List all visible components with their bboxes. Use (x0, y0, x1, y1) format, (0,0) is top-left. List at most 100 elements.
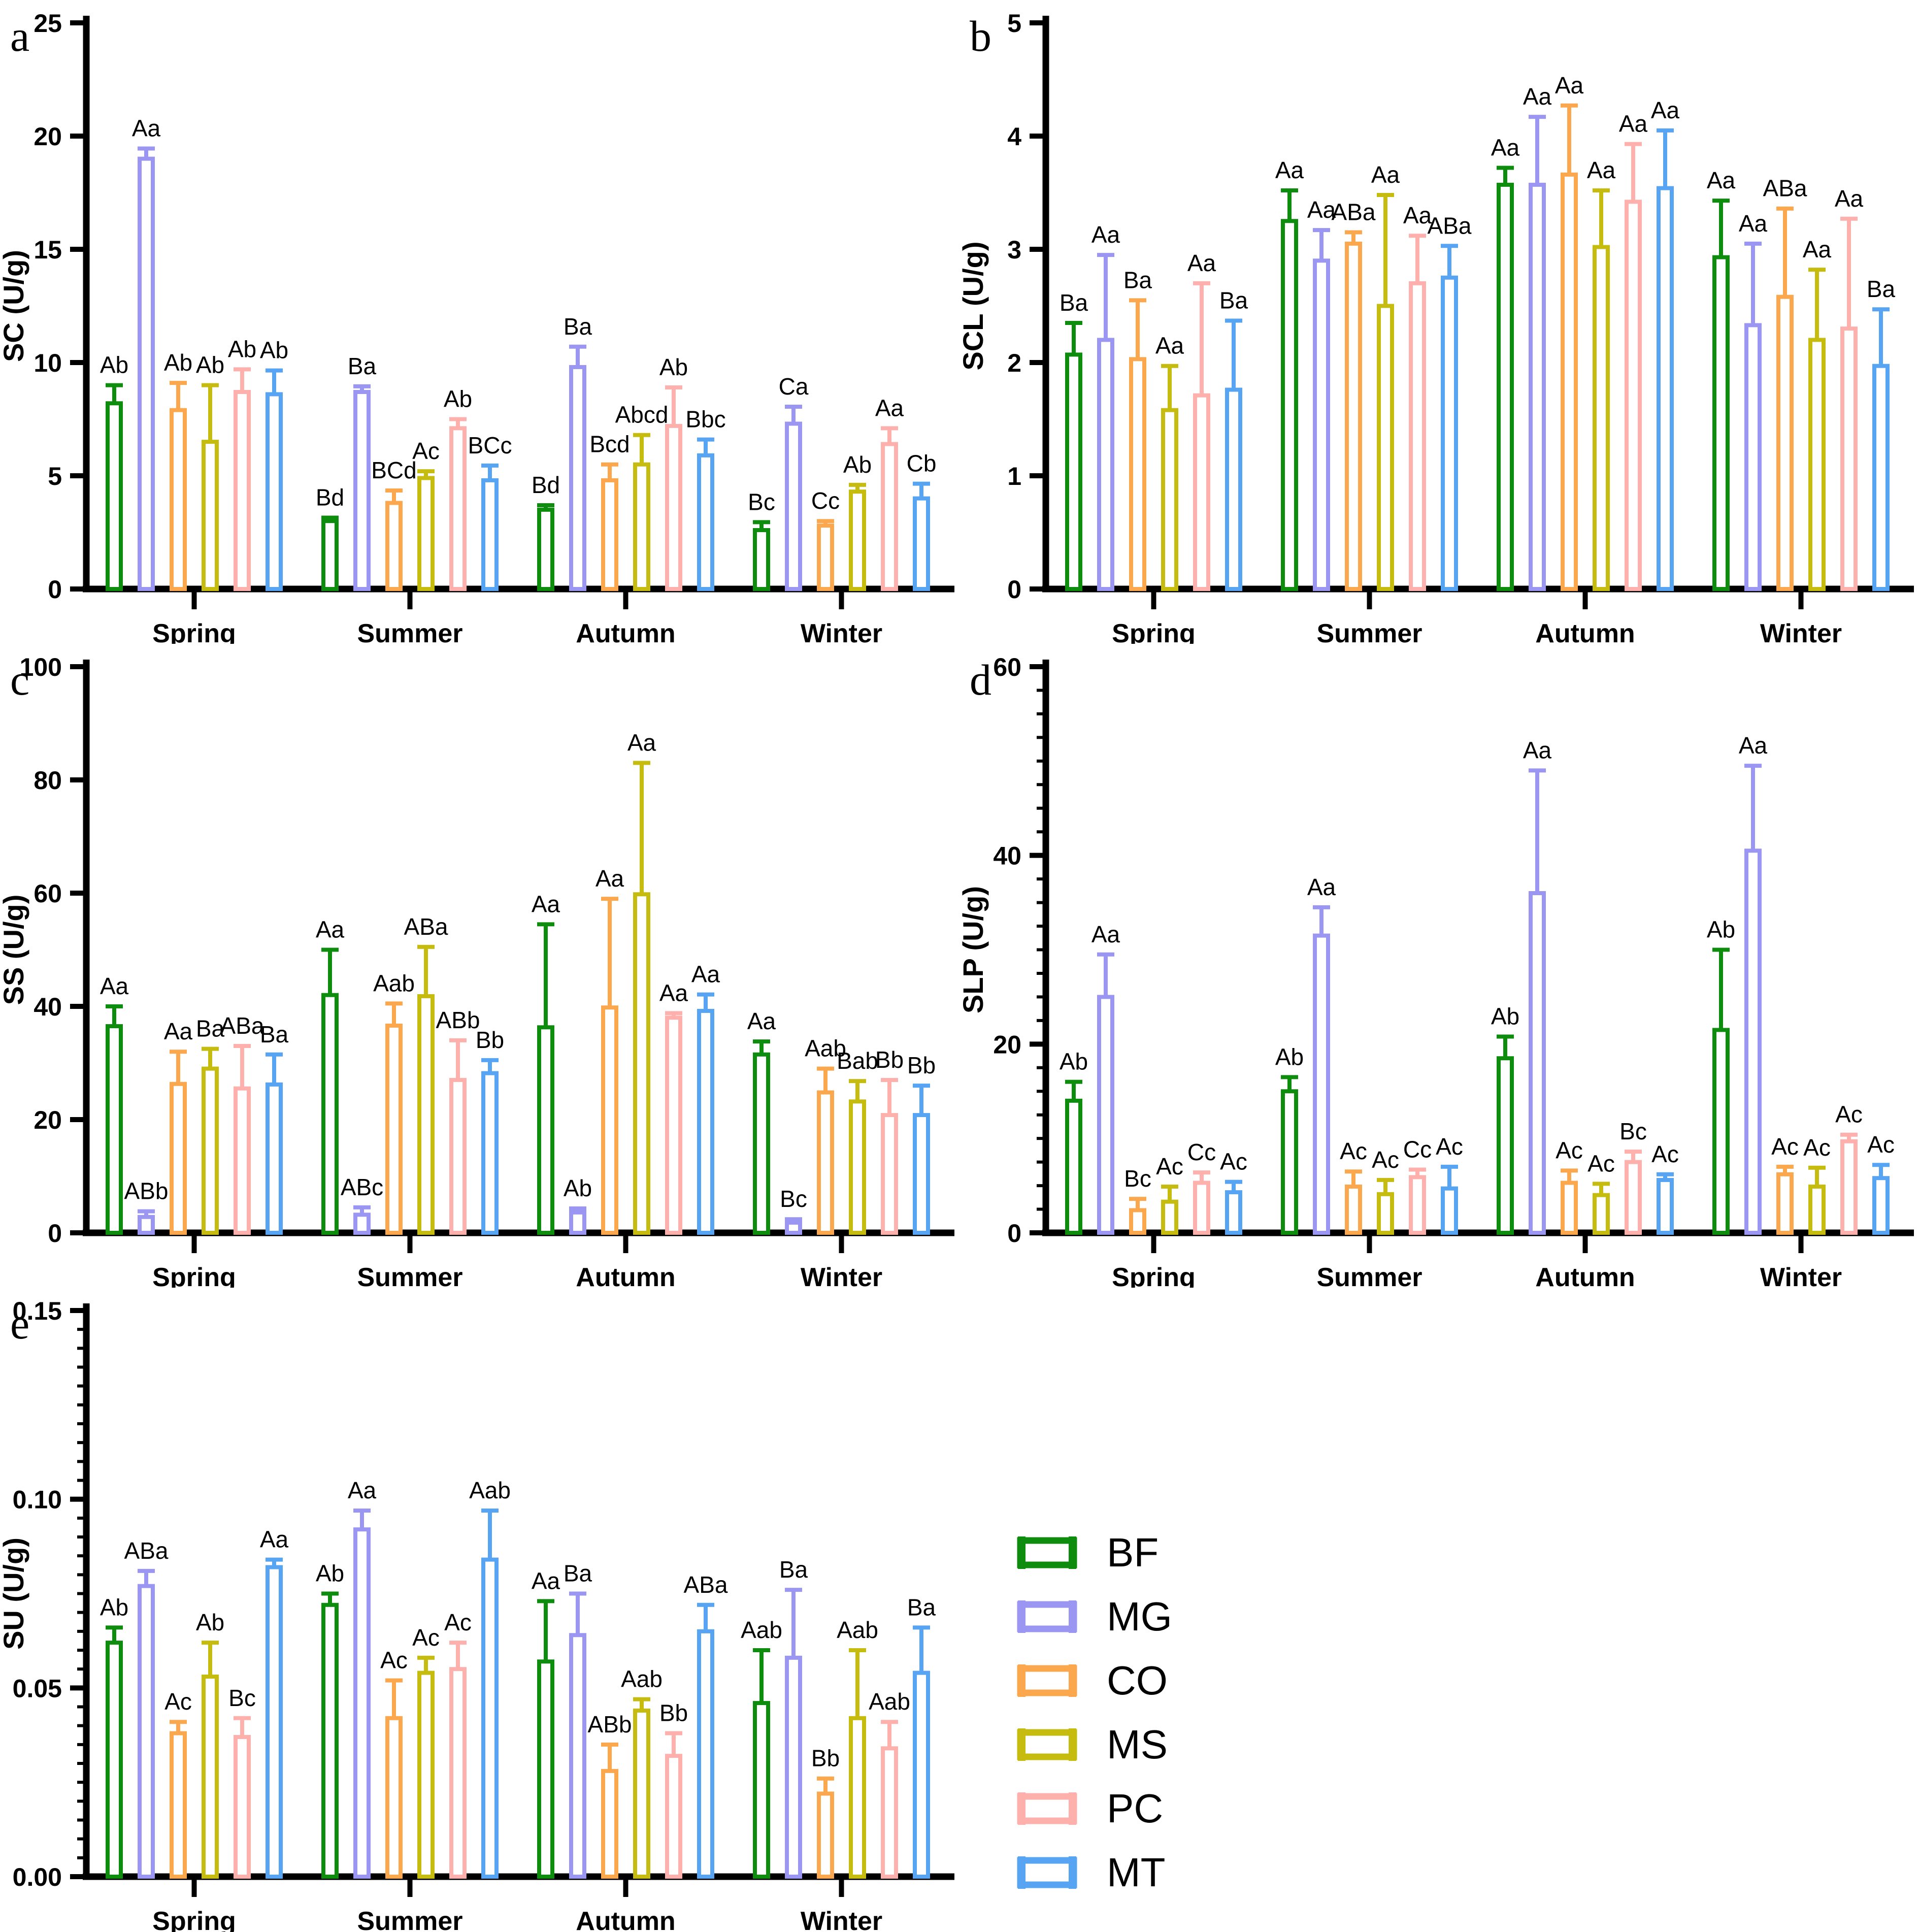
legend-swatch-cap-left (1018, 1600, 1025, 1633)
sig-label: Aa (1555, 72, 1584, 99)
season-label: Spring (152, 619, 236, 644)
panel-letter: a (10, 12, 29, 60)
y-tick-label: 0 (48, 1219, 62, 1248)
y-tick-label: 0.15 (13, 1297, 62, 1325)
sig-label: Ac (1156, 1153, 1183, 1180)
sig-label: ABa (124, 1537, 169, 1564)
bar-mt-winter (1872, 364, 1890, 591)
y-tick-label: 20 (34, 1106, 62, 1134)
sig-label: Ab (1275, 1043, 1304, 1070)
bar-pc-winter (1840, 1139, 1858, 1235)
sig-label: Ab (1491, 1003, 1519, 1029)
sig-label: Ba (1867, 276, 1896, 302)
bar-mg-winter (785, 421, 802, 591)
y-tick-label: 0 (1007, 575, 1021, 604)
sig-label: Bb (907, 1052, 936, 1078)
season-label: Winter (801, 1907, 882, 1932)
bar-mg-winter (785, 1220, 802, 1235)
bar-mt-autumn (1657, 1177, 1674, 1235)
y-tick-label: 1 (1007, 462, 1021, 490)
bar-pc-summer (449, 1667, 467, 1879)
bar-co-summer (1345, 1184, 1362, 1235)
bar-bf-autumn (537, 1025, 554, 1235)
bar-co-spring (170, 1082, 187, 1235)
sig-label: ABa (220, 1012, 264, 1039)
sig-label: Ab (260, 337, 288, 364)
sig-label: Bab (837, 1047, 878, 1074)
bar-bf-spring (1065, 352, 1082, 591)
y-tick-label: 5 (48, 462, 62, 490)
y-tick-label: 80 (34, 766, 62, 795)
sig-label: Aa (875, 395, 904, 421)
bar-mg-spring (138, 1584, 155, 1879)
y-tick-label: 25 (34, 9, 62, 38)
bar-mt-spring (266, 1082, 283, 1235)
bar-mg-autumn (1529, 891, 1546, 1235)
sig-label: Bb (875, 1046, 904, 1073)
bar-pc-summer (449, 1077, 467, 1235)
bar-ms-winter (1808, 1184, 1826, 1235)
sig-label: Ab (444, 386, 472, 412)
legend-swatch (1017, 1793, 1077, 1824)
sig-label: Aa (691, 961, 720, 988)
sig-label: Ac (444, 1609, 472, 1635)
bar-pc-winter (881, 1113, 898, 1235)
sig-label: Aa (1155, 333, 1184, 359)
bar-pc-summer (1409, 281, 1426, 591)
sig-label: Aa (132, 115, 161, 142)
sig-label: Bc (1619, 1118, 1647, 1144)
bar-mg-autumn (569, 1210, 586, 1235)
bar-bf-summer (321, 1602, 339, 1879)
sig-label: Aa (348, 1477, 377, 1503)
bar-bf-spring (106, 401, 123, 592)
sig-label: ABc (341, 1174, 383, 1200)
bar-pc-spring (234, 1734, 251, 1879)
sig-label: Ab (100, 352, 128, 378)
legend-swatch (1017, 1729, 1077, 1760)
bar-mt-spring (266, 392, 283, 591)
sig-label: Bc (228, 1685, 256, 1711)
sig-label: Ab (659, 354, 688, 380)
legend-item-co: CO (1017, 1658, 1168, 1703)
bar-co-summer (385, 1716, 403, 1879)
legend-swatch-cap-left (1018, 1792, 1025, 1825)
bar-bf-spring (106, 1641, 123, 1879)
panel-letter: c (10, 656, 29, 704)
bar-mt-spring (1225, 387, 1242, 592)
bar-pc-summer (449, 426, 467, 592)
season-label: Winter (801, 619, 882, 644)
y-tick-label: 60 (34, 879, 62, 908)
sig-label: Ab (564, 1175, 592, 1201)
legend-swatch-cap-right (1069, 1728, 1076, 1761)
y-tick-label: 40 (34, 993, 62, 1021)
season-label: Autumn (576, 1907, 675, 1932)
sig-label: Ab (228, 336, 256, 362)
sig-label: Ac (1835, 1101, 1863, 1128)
bar-co-summer (1345, 241, 1362, 592)
panel-a-sc-chart: 0 5 10 15 20 25 SC (U/g) a Spring Ab Aa Ab Ab Ab Ab Sum… (0, 0, 960, 644)
sig-label: Aa (1835, 185, 1864, 212)
bar-co-spring (1129, 357, 1146, 591)
y-tick-label: 0.10 (13, 1486, 62, 1514)
sig-label: Ac (1340, 1138, 1367, 1164)
bar-co-summer (385, 501, 403, 592)
sig-label: Ba (779, 1556, 808, 1583)
bar-co-autumn (1561, 172, 1578, 591)
bar-bf-summer (321, 993, 339, 1235)
season-label: Summer (1316, 1263, 1422, 1288)
sig-label: Ba (564, 313, 592, 340)
sig-label: Aa (1739, 732, 1768, 759)
season-label: Winter (1760, 1263, 1842, 1288)
sig-label: Ba (1219, 287, 1248, 313)
sig-label: Aa (316, 916, 345, 943)
bar-ms-spring (202, 440, 219, 591)
y-axis-title: SS (U/g) (0, 895, 29, 1005)
bar-ms-summer (1377, 1192, 1394, 1235)
bar-co-winter (1776, 294, 1794, 591)
sig-label: Ba (196, 1016, 225, 1042)
sig-label: Ab (1060, 1049, 1088, 1075)
sig-label: Ac (1867, 1131, 1895, 1158)
bar-co-spring (170, 408, 187, 591)
legend-swatch (1017, 1857, 1077, 1888)
